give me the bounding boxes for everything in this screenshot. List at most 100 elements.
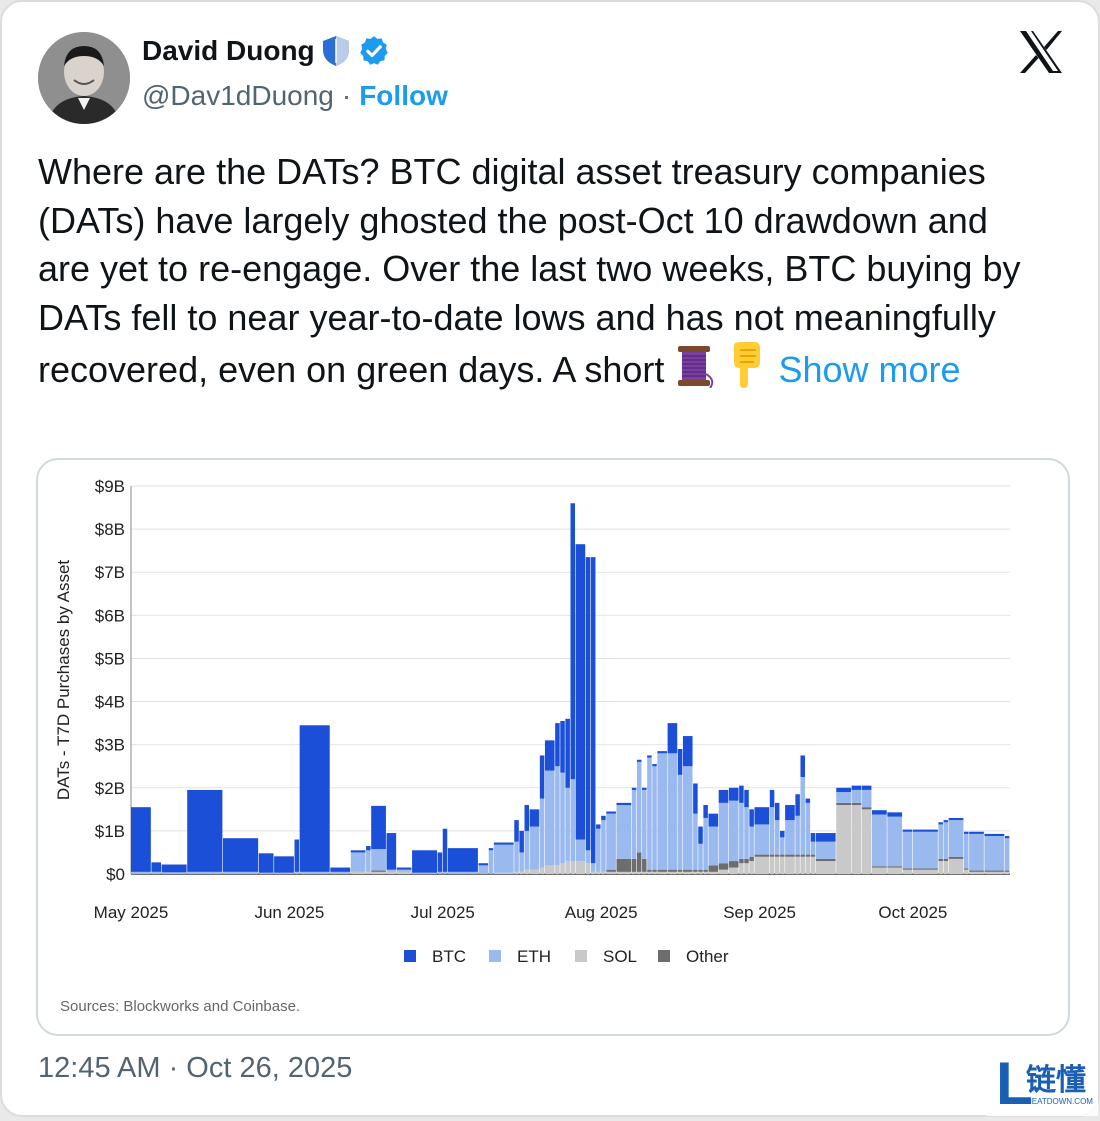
chart-source-note: Sources: Blockworks and Coinbase. bbox=[60, 998, 301, 1015]
bar-other bbox=[780, 854, 785, 857]
bar-eth bbox=[478, 865, 489, 874]
author-name[interactable]: David Duong bbox=[142, 35, 315, 66]
bar-eth bbox=[151, 871, 162, 874]
bar-eth bbox=[652, 766, 657, 870]
bar-sol bbox=[984, 871, 1005, 874]
author-handle[interactable]: @Dav1dDuong bbox=[142, 80, 334, 111]
bar-btc bbox=[943, 820, 949, 823]
bar-eth bbox=[861, 789, 872, 808]
legend-swatch-sol bbox=[575, 950, 587, 962]
bar-eth bbox=[698, 843, 703, 870]
y-tick-label: $3B bbox=[95, 736, 125, 755]
bar-sol bbox=[754, 856, 770, 874]
bar-eth bbox=[749, 826, 754, 857]
bar-eth bbox=[524, 830, 530, 870]
y-tick-label: $2B bbox=[95, 779, 125, 798]
bar-eth bbox=[800, 777, 805, 855]
shield-badge-icon bbox=[322, 36, 349, 66]
y-tick-label: $7B bbox=[95, 563, 125, 582]
legend-swatch-btc bbox=[404, 950, 416, 962]
bar-sol bbox=[570, 861, 576, 874]
tweet-text-block: Where are the DATs? BTC digital asset tr… bbox=[38, 148, 1048, 401]
bar-other bbox=[805, 854, 811, 857]
bar-sol bbox=[350, 871, 366, 874]
bar-sol bbox=[836, 805, 851, 874]
bar-eth bbox=[514, 841, 519, 872]
bar-eth bbox=[437, 871, 443, 874]
bar-other bbox=[749, 856, 754, 862]
bar-btc bbox=[222, 838, 259, 872]
bar-btc bbox=[739, 785, 744, 803]
bar-other bbox=[677, 869, 683, 872]
bar-eth bbox=[488, 850, 494, 874]
bar-other bbox=[948, 856, 964, 859]
bar-other bbox=[636, 852, 642, 872]
y-tick-label: $5B bbox=[95, 649, 125, 668]
bar-btc bbox=[396, 867, 412, 870]
bar-sol bbox=[800, 856, 805, 874]
bar-sol bbox=[795, 856, 800, 874]
bar-btc bbox=[1004, 836, 1010, 839]
tweet-timestamp[interactable]: 12:45 AM · Oct 26, 2025 bbox=[38, 1052, 353, 1084]
legend-swatch-eth bbox=[489, 950, 501, 962]
bar-btc bbox=[795, 794, 800, 816]
bar-sol bbox=[636, 871, 642, 874]
bar-other bbox=[728, 861, 739, 868]
bar-btc bbox=[560, 720, 565, 773]
bar-sol bbox=[652, 871, 657, 874]
bar-sol bbox=[938, 861, 943, 874]
bar-btc bbox=[718, 789, 729, 803]
bar-btc bbox=[616, 802, 632, 806]
author-avatar[interactable] bbox=[38, 32, 130, 124]
bar-eth bbox=[836, 792, 851, 803]
bar-eth bbox=[912, 831, 938, 869]
bar-sol bbox=[606, 871, 616, 874]
bar-sol bbox=[693, 871, 698, 874]
bar-btc bbox=[529, 809, 540, 827]
y-tick-label: $6B bbox=[95, 606, 125, 625]
bar-eth bbox=[677, 774, 683, 870]
avatar-portrait bbox=[38, 32, 130, 124]
bar-other bbox=[1004, 870, 1010, 872]
bar-sol bbox=[780, 856, 785, 874]
bar-eth bbox=[718, 802, 729, 864]
bar-eth bbox=[222, 871, 259, 874]
follow-button[interactable]: Follow bbox=[359, 80, 448, 111]
bar-eth bbox=[636, 761, 642, 853]
bar-btc bbox=[570, 503, 576, 780]
bar-btc bbox=[969, 831, 984, 834]
x-logo-icon[interactable] bbox=[1018, 30, 1064, 79]
y-tick-label: $8B bbox=[95, 520, 125, 539]
bar-sol bbox=[575, 861, 586, 874]
bar-btc bbox=[728, 787, 739, 801]
bar-eth bbox=[565, 787, 570, 862]
bar-btc bbox=[805, 798, 811, 803]
bar-eth bbox=[739, 802, 744, 859]
bar-btc bbox=[810, 833, 816, 842]
bar-btc bbox=[708, 813, 719, 827]
bar-eth bbox=[805, 802, 811, 855]
show-more-link[interactable]: Show more bbox=[778, 349, 961, 390]
bar-other bbox=[800, 854, 805, 857]
bar-other bbox=[642, 858, 647, 872]
bar-other bbox=[815, 858, 836, 862]
bar-btc bbox=[187, 789, 223, 872]
bar-eth bbox=[647, 757, 652, 870]
bar-other bbox=[708, 865, 719, 872]
legend-label-btc: BTC bbox=[432, 947, 466, 966]
bar-eth bbox=[693, 813, 698, 870]
bar-other bbox=[754, 854, 770, 857]
chart-image[interactable]: $0 $1B $2B $3B $4B $5B $6B $7B $8B $9B DATs - T7D … bbox=[36, 458, 1070, 1036]
bar-btc bbox=[682, 736, 693, 767]
bar-eth bbox=[780, 837, 785, 855]
bar-sol bbox=[647, 871, 652, 874]
author-name-row: David Duong bbox=[142, 34, 391, 68]
bar-eth bbox=[350, 852, 366, 872]
bar-other bbox=[938, 858, 943, 862]
bar-sol bbox=[519, 871, 524, 874]
bar-eth bbox=[703, 817, 708, 870]
bar-btc bbox=[299, 725, 330, 872]
bar-eth bbox=[943, 822, 949, 859]
bar-btc bbox=[851, 785, 862, 790]
bar-eth bbox=[442, 871, 448, 874]
